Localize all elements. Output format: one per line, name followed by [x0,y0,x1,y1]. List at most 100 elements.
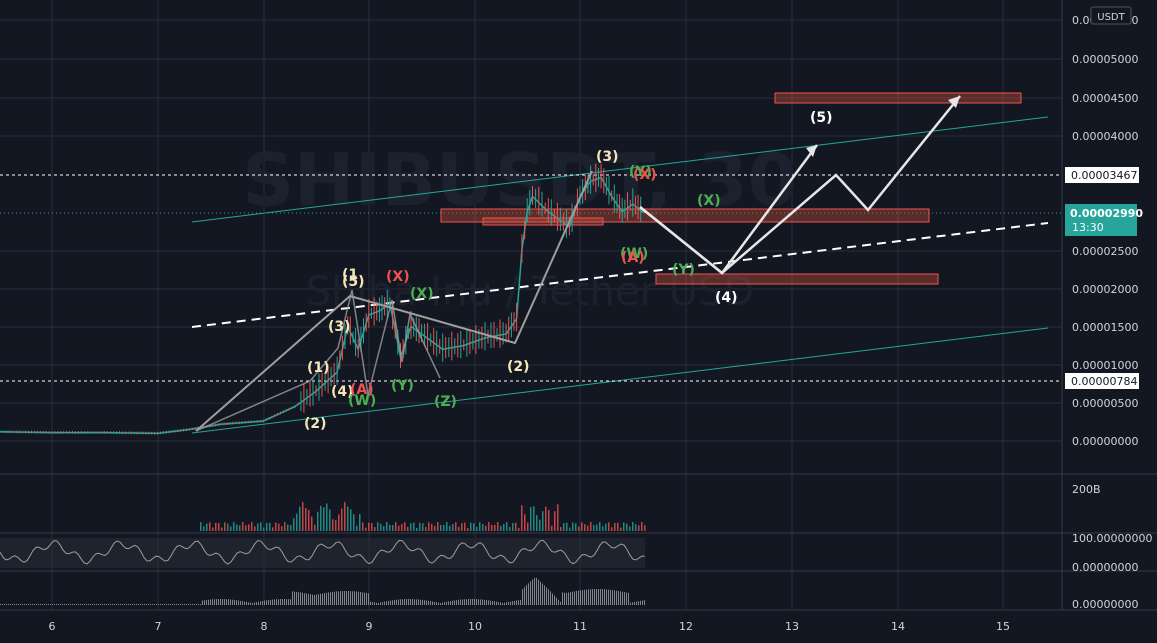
ind3-bar [98,604,99,605]
ind3-bar [220,599,221,605]
ind3-bar [328,592,329,605]
volume-bar [362,522,364,531]
volume-bar [371,523,373,531]
volume-bar [239,525,241,531]
wave-path-gray[interactable] [195,170,593,432]
volume-bar [629,526,631,531]
volume-bar [257,523,259,531]
ind3-bar [580,590,581,605]
volume-bar [509,527,511,531]
volume-bar [368,522,370,531]
currency-badge[interactable] [1090,6,1132,25]
volume-bar [383,526,385,531]
ind3-bar [250,602,251,605]
zone-rect-support[interactable] [655,273,939,285]
ind3-bar [508,601,509,605]
volume-bar [218,522,220,531]
wave-label: (X) [410,286,434,302]
ind3-bar [392,600,393,605]
volume-bar [467,528,469,531]
wave-path-sub[interactable] [195,289,441,432]
ind3-bar [198,604,199,605]
ind3-bar [462,599,463,605]
ind3-bar [246,601,247,605]
volume-bar [560,527,562,531]
ind3-bar [434,601,435,605]
wave-label: (3) [328,319,351,335]
volume-bar [536,515,538,531]
ind3-bar [446,601,447,605]
ind3-bar [234,600,235,605]
ind3-bar [448,601,449,605]
ind3-bar [290,599,291,605]
volume-bar [593,525,595,531]
volume-bar [572,522,574,531]
ind3-bar [416,599,417,605]
ind3-bar [24,604,25,605]
volume-bar [248,524,250,531]
volume-bar [314,524,316,531]
volume-bar [284,522,286,531]
volume-bar [515,522,517,531]
volume-bar [584,524,586,531]
ind3-bar [414,599,415,605]
zone-rect-target[interactable] [774,92,1022,104]
ind3-bar [16,604,17,605]
ind3-bar [502,602,503,605]
arrow-head-2 [948,96,960,108]
ind3-bar [78,604,79,605]
volume-bar [608,522,610,531]
ind3-bar [522,589,523,605]
ind3-bar [630,602,631,605]
ind3-bar [206,599,207,605]
wave-label: (X) [386,269,410,285]
ind3-bar [236,600,237,605]
ind3-bar [372,602,373,605]
ind3-bar [430,601,431,605]
price-tick: 0.00000500 [1072,397,1138,410]
volume-bar [506,522,508,531]
current-price-label: 0.00002990 [1070,207,1143,220]
ind3-bar [210,599,211,605]
ind3-bar [482,599,483,605]
price-axis[interactable]: 0.00005500 0.00005000 0.00004500 0.00004… [1065,6,1152,611]
volume-bar [212,527,214,531]
ind3-bar [268,600,269,605]
channel-upper-line[interactable] [191,116,1049,223]
ind3-bar [572,591,573,605]
ind3-bar [492,601,493,605]
ind3-bar [252,602,253,605]
projection-arrow-2[interactable] [639,95,961,275]
volume-bar [332,519,334,531]
ind3-bar [58,604,59,605]
wave-label: (5) [810,110,833,126]
volume-bar [296,513,298,531]
ind3-bar [64,604,65,605]
time-axis[interactable]: 6 7 8 9 10 11 12 13 14 15 [49,620,1011,633]
ind3-bar [222,599,223,605]
ind3-bar [228,599,229,605]
ind3-bar [258,601,259,605]
ind3-bar [442,602,443,605]
ind3-bar [326,592,327,605]
volume-bar [428,522,430,531]
ind3-bar [192,604,193,605]
ind3-bar [270,599,271,605]
ind3-bar [178,604,179,605]
ind3-bar [266,600,267,605]
ind3-bar [66,604,67,605]
volume-bar [545,506,547,531]
ind3-bar [54,604,55,605]
ind3-bar [314,595,315,605]
wave-label: (W) [620,246,648,262]
volume-bar [359,514,361,531]
volume-bar [551,525,553,531]
volume-bar [392,525,394,531]
ind3-bar [30,604,31,605]
ind3-bar [360,592,361,605]
ind3-bar [644,600,645,605]
ind3-bar [548,589,549,605]
volume-bar [596,524,598,531]
zone-rect-small[interactable] [482,217,604,226]
